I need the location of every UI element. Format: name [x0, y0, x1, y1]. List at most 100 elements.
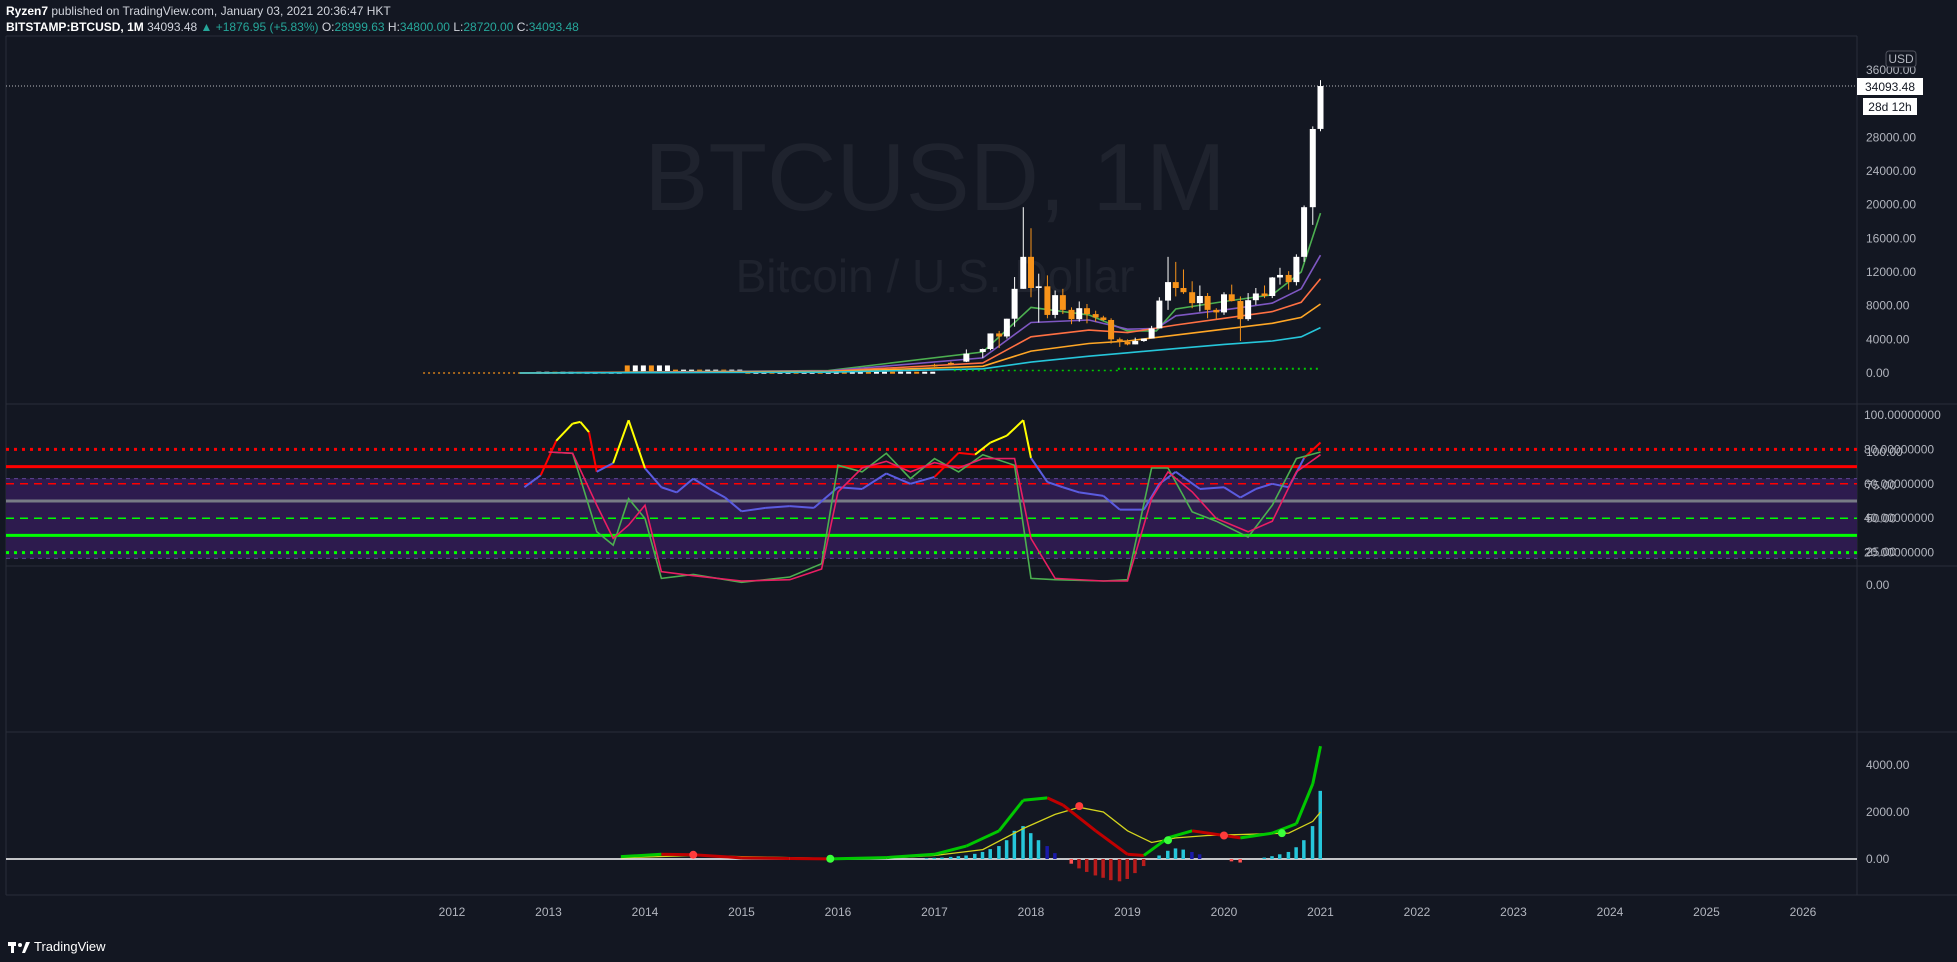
low-value: 28720.00 [463, 20, 514, 34]
ema-line [519, 326, 1321, 374]
x-tick-label: 2021 [1307, 905, 1334, 919]
rsi-segment [1062, 486, 1080, 494]
candle [1285, 274, 1292, 283]
macd-segment [1023, 796, 1048, 802]
rsi-segment [741, 506, 766, 513]
macd-histogram-bar [1093, 859, 1098, 876]
macd-histogram-bar [1294, 847, 1298, 859]
macd-cross-dot [1164, 836, 1173, 845]
rsi-tick-label: 100.00000000 [1864, 408, 1941, 422]
rsi-segment [724, 496, 743, 513]
macd-histogram-bar [1133, 859, 1137, 874]
change-label: ▲ +1876.95 (+5.83%) [200, 20, 319, 34]
macd-histogram-bar [1109, 859, 1113, 881]
symbol-label[interactable]: BITSTAMP:BTCUSD, 1M [6, 20, 144, 34]
price-tick-label: 8000.00 [1866, 299, 1910, 313]
macd-histogram-bar [1229, 859, 1234, 862]
rsi-segment [1143, 483, 1161, 511]
rsi-segment [523, 474, 542, 489]
stoch-tick-label: 0.00 [1866, 578, 1890, 592]
rsi-segment [555, 422, 574, 442]
x-tick-label: 2017 [921, 905, 948, 919]
macd-histogram-bar [1045, 846, 1049, 859]
candle [1059, 295, 1066, 310]
rsi-segment [885, 472, 911, 485]
tradingview-logo-icon [8, 941, 30, 953]
macd-histogram-bar [1157, 855, 1161, 859]
macd-histogram-bar [1036, 840, 1041, 859]
macd-segment [830, 856, 887, 861]
macd-histogram-bar [1069, 859, 1074, 864]
rsi-segment [1006, 419, 1024, 437]
rsi-segment [627, 419, 646, 469]
author-name[interactable]: Ryzen7 [6, 4, 49, 18]
macd-cross-dot [1075, 802, 1084, 811]
macd-histogram-bar [1004, 840, 1009, 859]
macd-histogram-bar [1077, 859, 1081, 869]
rsi-segment [1102, 495, 1121, 511]
candle [1020, 256, 1027, 289]
candle [947, 362, 954, 365]
candle [1124, 341, 1131, 345]
macd-histogram-bar [924, 858, 929, 859]
candle [1116, 339, 1123, 342]
candle [1221, 294, 1227, 313]
macd-histogram-bar [1270, 856, 1274, 859]
macd-histogram-bar [1053, 853, 1057, 859]
candle [640, 365, 646, 373]
x-tick-label: 2015 [728, 905, 755, 919]
watermark-symbol: BTCUSD, 1M [644, 124, 1225, 231]
open-label: O: [321, 20, 335, 34]
symbol-legend: BITSTAMP:BTCUSD, 1M 34093.48 ▲ +1876.95 … [6, 20, 579, 34]
candle [1083, 308, 1090, 315]
macd-histogram-bar [1012, 830, 1017, 859]
high-value: 34800.00 [399, 20, 450, 34]
x-tick-label: 2016 [825, 905, 852, 919]
candle [979, 349, 986, 352]
macd-histogram-bar [1173, 848, 1178, 859]
macd-segment [1240, 831, 1273, 840]
macd-histogram-bar [1262, 857, 1267, 859]
candle [1261, 293, 1268, 296]
candle [849, 371, 855, 374]
candle [865, 371, 871, 374]
rsi-segment [692, 477, 711, 490]
macd-histogram-bar [988, 849, 992, 859]
candle [1237, 301, 1244, 320]
rsi-segment [676, 477, 694, 494]
currency-badge[interactable] [1885, 50, 1917, 68]
macd-histogram-bar [956, 856, 961, 859]
countdown-badge [1863, 98, 1917, 115]
macd-segment [934, 844, 967, 856]
candle [922, 371, 928, 374]
last-price-badge [1857, 78, 1923, 95]
candle [624, 365, 630, 373]
macd-histogram-bar [1125, 859, 1129, 879]
candle [873, 371, 879, 374]
macd-histogram-bar [1021, 826, 1025, 859]
price-tick-label: 24000.00 [1866, 164, 1916, 178]
macd-segment [1271, 822, 1297, 835]
x-tick-label: 2026 [1790, 905, 1817, 919]
rsi-segment [539, 440, 558, 476]
macd-segment [1061, 803, 1097, 832]
rsi-segment [765, 505, 790, 509]
price-tick-label: 0.00 [1866, 366, 1890, 380]
macd-segment [997, 799, 1025, 832]
price-tick-label: 20000.00 [1866, 198, 1916, 212]
candle [987, 333, 994, 350]
candle [882, 371, 888, 374]
candle [857, 371, 863, 374]
footer-brand[interactable]: TradingView [8, 939, 106, 954]
candle [1172, 282, 1179, 288]
candle [890, 371, 896, 374]
macd-histogram-bar [1286, 851, 1291, 859]
ema-line [519, 278, 1322, 374]
candle [1011, 288, 1018, 319]
macd-segment [1311, 745, 1322, 785]
rsi-tick-label: 80.00000000 [1864, 442, 1934, 456]
candle [1165, 282, 1172, 301]
candle [1044, 286, 1051, 315]
candle [898, 371, 904, 374]
